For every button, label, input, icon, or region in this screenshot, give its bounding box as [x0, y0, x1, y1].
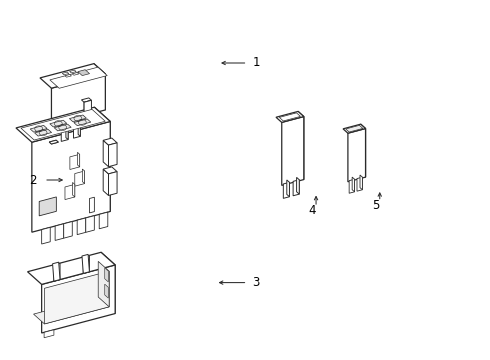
Polygon shape — [77, 218, 86, 235]
Polygon shape — [49, 140, 58, 144]
Polygon shape — [78, 114, 80, 136]
Polygon shape — [103, 138, 117, 145]
Polygon shape — [42, 265, 115, 333]
Polygon shape — [65, 184, 75, 199]
Polygon shape — [105, 284, 108, 298]
Polygon shape — [99, 212, 108, 229]
Polygon shape — [74, 117, 80, 138]
Polygon shape — [44, 330, 54, 338]
Polygon shape — [73, 183, 75, 197]
Polygon shape — [84, 100, 92, 120]
Text: 2: 2 — [29, 174, 37, 186]
Polygon shape — [108, 143, 117, 167]
Polygon shape — [94, 64, 105, 110]
Polygon shape — [287, 180, 290, 197]
Polygon shape — [16, 107, 110, 142]
Polygon shape — [98, 261, 109, 307]
Polygon shape — [103, 169, 108, 195]
Polygon shape — [39, 197, 56, 216]
Polygon shape — [279, 113, 300, 121]
Polygon shape — [360, 175, 363, 190]
Text: 5: 5 — [372, 199, 380, 212]
Polygon shape — [95, 107, 110, 211]
Polygon shape — [56, 120, 58, 142]
Polygon shape — [343, 124, 366, 133]
Polygon shape — [55, 224, 64, 240]
Polygon shape — [51, 122, 58, 144]
Polygon shape — [282, 117, 304, 185]
Polygon shape — [30, 125, 47, 132]
Polygon shape — [352, 177, 355, 192]
Polygon shape — [283, 183, 290, 198]
Polygon shape — [75, 171, 85, 186]
Polygon shape — [62, 72, 69, 75]
Polygon shape — [70, 154, 80, 170]
Polygon shape — [51, 74, 105, 124]
Polygon shape — [45, 271, 109, 324]
Polygon shape — [74, 119, 91, 126]
Polygon shape — [101, 252, 115, 314]
Polygon shape — [103, 140, 108, 167]
Polygon shape — [64, 221, 73, 238]
Text: 3: 3 — [252, 276, 260, 289]
Polygon shape — [82, 255, 89, 273]
Text: 1: 1 — [252, 57, 260, 69]
Polygon shape — [52, 262, 60, 281]
Polygon shape — [56, 120, 58, 142]
Polygon shape — [348, 129, 366, 182]
Polygon shape — [35, 129, 51, 136]
Polygon shape — [81, 98, 92, 102]
Polygon shape — [298, 112, 304, 180]
Polygon shape — [357, 177, 363, 191]
Polygon shape — [296, 177, 299, 194]
Polygon shape — [70, 70, 76, 73]
Polygon shape — [105, 268, 108, 282]
Polygon shape — [54, 264, 60, 281]
Polygon shape — [42, 228, 50, 244]
Polygon shape — [66, 118, 68, 140]
Polygon shape — [90, 197, 95, 213]
Polygon shape — [21, 109, 105, 140]
Polygon shape — [276, 112, 304, 122]
Polygon shape — [54, 124, 71, 131]
Polygon shape — [78, 70, 90, 76]
Polygon shape — [50, 67, 107, 88]
Polygon shape — [70, 115, 86, 122]
Polygon shape — [346, 125, 363, 132]
Polygon shape — [49, 140, 58, 144]
Polygon shape — [32, 121, 110, 232]
Polygon shape — [65, 75, 72, 77]
Polygon shape — [108, 172, 117, 195]
Polygon shape — [349, 179, 355, 193]
Polygon shape — [361, 124, 366, 177]
Polygon shape — [84, 100, 92, 120]
Polygon shape — [73, 72, 79, 75]
Polygon shape — [83, 256, 89, 273]
Polygon shape — [61, 120, 68, 141]
Polygon shape — [293, 180, 299, 196]
Polygon shape — [51, 122, 58, 144]
Polygon shape — [27, 252, 115, 284]
Polygon shape — [82, 169, 85, 184]
Text: 4: 4 — [309, 204, 316, 217]
Polygon shape — [77, 152, 80, 167]
Polygon shape — [103, 167, 117, 174]
Polygon shape — [86, 216, 94, 232]
Polygon shape — [50, 120, 67, 127]
Polygon shape — [40, 64, 105, 88]
Polygon shape — [33, 297, 109, 324]
